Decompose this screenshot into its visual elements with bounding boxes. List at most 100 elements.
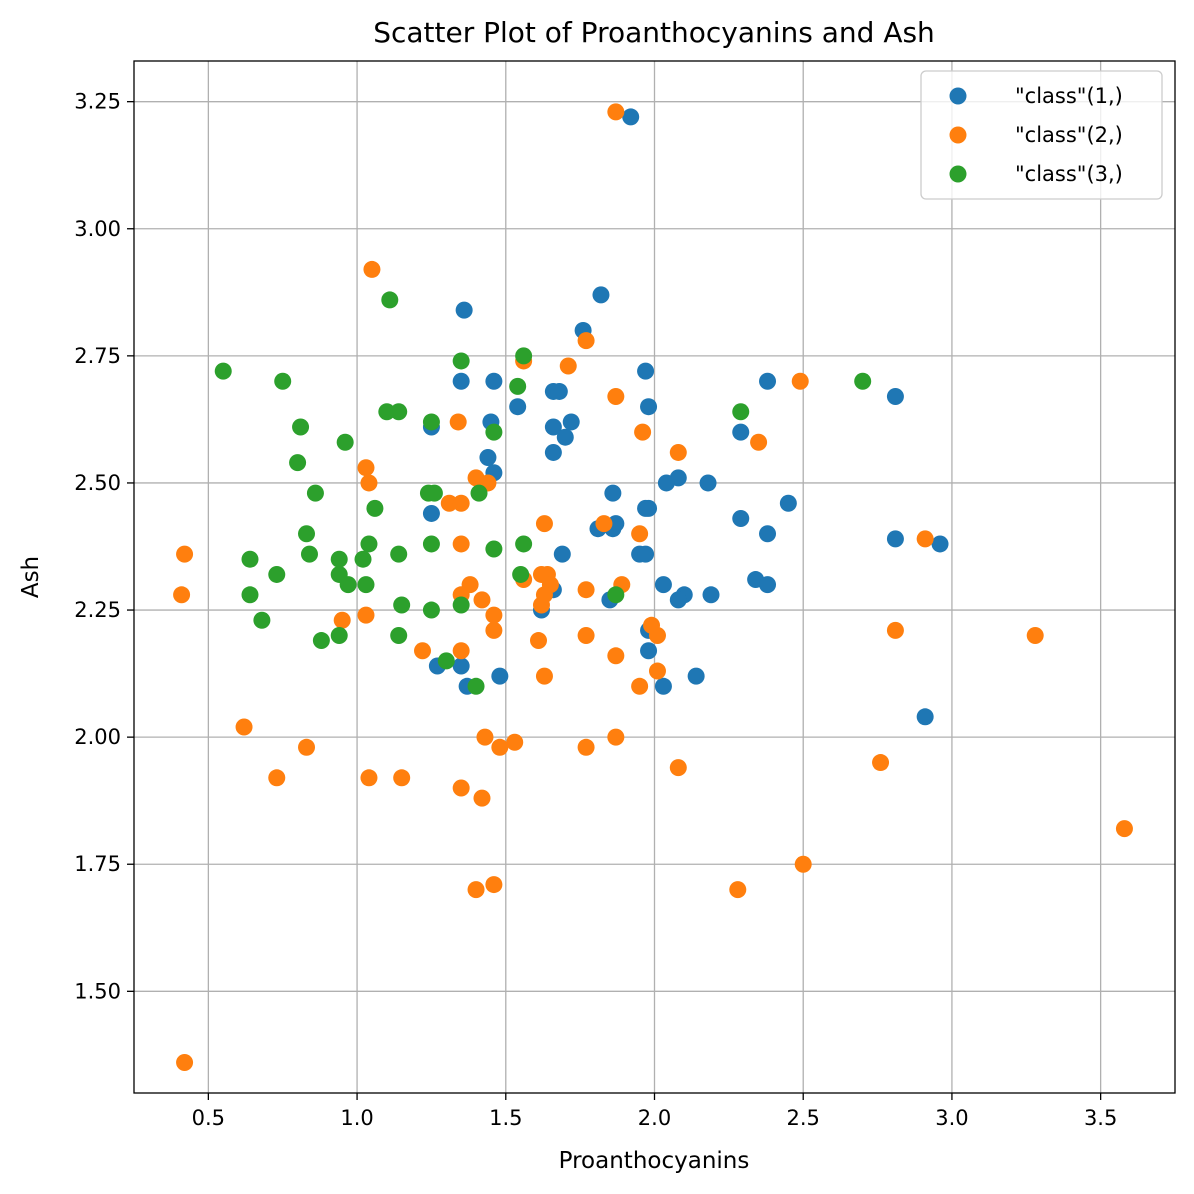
data-point-class-2	[1115, 820, 1133, 838]
y-tick-label: 2.00	[74, 725, 121, 749]
data-point-class-2	[577, 581, 595, 599]
legend-label-class-2: "class"(2,)	[1015, 123, 1123, 147]
data-point-class-2	[794, 855, 812, 873]
data-point-class-1	[759, 525, 777, 543]
data-point-class-3	[298, 525, 316, 543]
data-point-class-3	[512, 565, 530, 583]
data-point-class-1	[699, 474, 717, 492]
data-point-class-2	[452, 535, 470, 553]
data-point-class-1	[916, 708, 934, 726]
data-point-class-2	[452, 494, 470, 512]
data-point-class-1	[886, 388, 904, 406]
data-point-class-3	[425, 484, 443, 502]
data-point-class-3	[422, 535, 440, 553]
data-point-class-2	[363, 260, 381, 278]
data-point-class-3	[330, 626, 348, 644]
data-point-class-1	[452, 657, 470, 675]
data-point-class-3	[268, 565, 286, 583]
data-point-class-1	[544, 418, 562, 436]
data-point-class-2	[577, 626, 595, 644]
data-point-class-2	[886, 621, 904, 639]
legend-marker-class-1	[949, 87, 967, 105]
data-point-class-3	[300, 545, 318, 563]
legend-label-class-3: "class"(3,)	[1015, 162, 1123, 186]
data-point-class-3	[274, 372, 292, 390]
data-point-class-1	[759, 576, 777, 594]
data-point-class-1	[452, 372, 470, 390]
data-point-class-1	[637, 362, 655, 380]
data-point-class-2	[916, 530, 934, 548]
y-tick-label: 2.50	[74, 471, 121, 495]
data-point-class-2	[607, 728, 625, 746]
x-tick-label: 1.0	[340, 1106, 373, 1130]
data-point-class-2	[360, 769, 378, 787]
data-point-class-3	[214, 362, 232, 380]
data-point-class-1	[637, 499, 655, 517]
data-point-class-1	[622, 108, 640, 126]
data-point-class-2	[729, 881, 747, 899]
data-point-class-2	[176, 1053, 194, 1071]
data-point-class-3	[360, 535, 378, 553]
data-points	[173, 103, 1133, 1071]
data-point-class-2	[440, 494, 458, 512]
data-point-class-2	[669, 759, 687, 777]
data-point-class-2	[467, 881, 485, 899]
legend-label-class-1: "class"(1,)	[1015, 84, 1123, 108]
data-point-class-3	[306, 484, 324, 502]
data-point-class-2	[476, 728, 494, 746]
data-point-class-1	[654, 677, 672, 695]
data-point-class-2	[535, 515, 553, 533]
data-point-class-3	[393, 596, 411, 614]
data-point-class-1	[556, 428, 574, 446]
data-point-class-3	[253, 611, 271, 629]
data-point-class-1	[509, 398, 527, 416]
data-point-class-3	[509, 377, 527, 395]
grid	[134, 61, 1175, 1093]
data-point-class-3	[390, 403, 408, 421]
data-point-class-1	[640, 398, 658, 416]
x-tick-label: 2.5	[787, 1106, 820, 1130]
x-axis-label: Proanthocyanins	[559, 1148, 750, 1174]
data-point-class-2	[634, 423, 652, 441]
data-point-class-1	[637, 545, 655, 563]
legend-marker-class-3	[949, 165, 967, 183]
data-point-class-3	[437, 652, 455, 670]
data-point-class-2	[357, 606, 375, 624]
x-tick-label: 3.0	[935, 1106, 968, 1130]
data-point-class-3	[854, 372, 872, 390]
data-point-class-2	[1026, 626, 1044, 644]
data-point-class-3	[241, 550, 259, 568]
data-point-class-3	[515, 535, 533, 553]
legend: "class"(1,) "class"(2,) "class"(3,)	[920, 70, 1163, 200]
data-point-class-1	[886, 530, 904, 548]
data-point-class-2	[393, 769, 411, 787]
data-point-class-1	[779, 494, 797, 512]
data-point-class-3	[289, 454, 307, 472]
data-point-class-3	[241, 586, 259, 604]
data-point-class-2	[485, 606, 503, 624]
data-point-class-2	[532, 596, 550, 614]
data-point-class-2	[535, 667, 553, 685]
data-point-class-2	[485, 876, 503, 894]
data-point-class-3	[467, 677, 485, 695]
data-point-class-2	[449, 413, 467, 431]
data-point-class-3	[354, 550, 372, 568]
data-point-class-2	[506, 733, 524, 751]
legend-box	[920, 70, 1163, 200]
data-point-class-1	[669, 591, 687, 609]
data-point-class-2	[176, 545, 194, 563]
data-point-class-2	[607, 388, 625, 406]
data-point-class-2	[235, 718, 253, 736]
data-point-class-2	[559, 357, 577, 375]
data-point-class-3	[515, 347, 533, 365]
data-point-class-2	[577, 738, 595, 756]
data-point-class-2	[872, 754, 890, 772]
data-point-class-1	[931, 535, 949, 553]
data-point-class-3	[336, 433, 354, 451]
data-point-class-1	[654, 576, 672, 594]
y-tick-label: 3.00	[74, 217, 121, 241]
data-point-class-1	[640, 642, 658, 660]
y-tick-label: 2.75	[74, 344, 121, 368]
data-point-class-1	[604, 484, 622, 502]
